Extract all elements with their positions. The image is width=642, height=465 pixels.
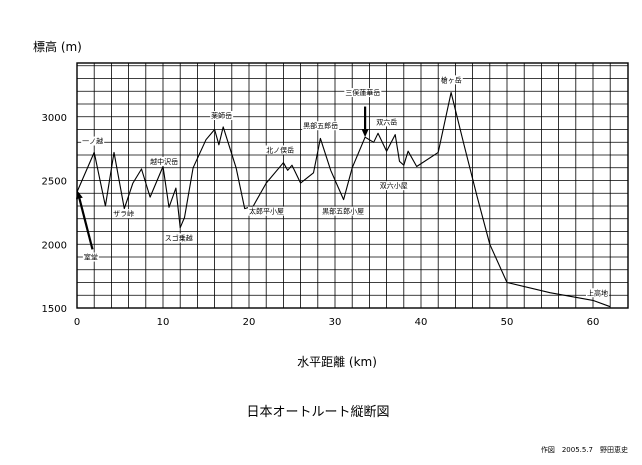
annotation-backdrop [163,233,194,243]
annotation-backdrop [265,145,296,155]
arrow [76,190,94,250]
annotation-label: 三俣蓮華岳 [345,88,380,97]
annotation-label: 上高地 [587,288,608,297]
annotation-backdrop [302,121,340,131]
annotation-label: 薬師岳 [211,111,232,120]
annotation-label: 黒部五郎岳 [303,121,338,130]
annotation-backdrop [585,288,609,298]
annotation-backdrop [82,252,99,262]
annotation-label: 室堂 [84,253,98,262]
plot-frame [76,62,629,309]
axis-ticks: 0 10 20 30 40 50 60 1500 2000 2500 3000 [42,113,600,328]
x-tick-label: 20 [243,317,256,328]
annotation-label: スゴ乗越 [165,233,193,242]
x-tick-label: 60 [587,317,600,328]
annotation-backdrop [149,156,180,166]
elevation-line [76,91,611,308]
annotation-backdrop [375,117,399,127]
arrow [361,106,369,138]
annotation-label: 太郎平小屋 [249,207,284,216]
annotation-backdrop [439,75,463,85]
y-tick-label: 3000 [42,113,67,124]
x-tick-label: 50 [501,317,514,328]
annotation-label: 双六岳 [376,117,397,126]
annotation-label: ザラ峠 [113,209,134,218]
annotation-backdrop [378,181,409,191]
arrows [76,106,369,250]
annotation-backdrop [248,206,285,216]
x-axis-label: 水平距離 (km) [297,355,377,369]
annotation-label: 黒部五郎小屋 [322,207,364,216]
x-tick-label: 0 [74,317,80,328]
annotation-backdrop [321,206,366,216]
chart-credit: 作図 2005.5.7 野田恵史 [541,445,628,454]
annotation-label: 槍ヶ岳 [441,75,462,84]
annotation-label: 越中沢岳 [150,157,178,166]
chart-title: 日本オートルート縦断図 [246,405,389,420]
y-tick-label: 2000 [42,240,67,251]
x-tick-label: 40 [415,317,428,328]
annotation-backdrop [344,88,382,98]
annotation-label: 双六小屋 [380,181,408,190]
annotation-backdrop [112,209,136,219]
annotation-backdrop [210,111,234,121]
annotation-label: 北ノ俣岳 [266,145,294,154]
x-tick-label: 30 [329,317,342,328]
annotation-backdrop [81,136,105,146]
x-tick-label: 10 [157,317,170,328]
annotation-label: 一ノ越 [82,137,103,146]
y-tick-label: 2500 [42,177,67,188]
grid-lines [77,63,628,308]
y-axis-label: 標高 (m) [33,39,82,54]
y-tick-label: 1500 [42,304,67,315]
